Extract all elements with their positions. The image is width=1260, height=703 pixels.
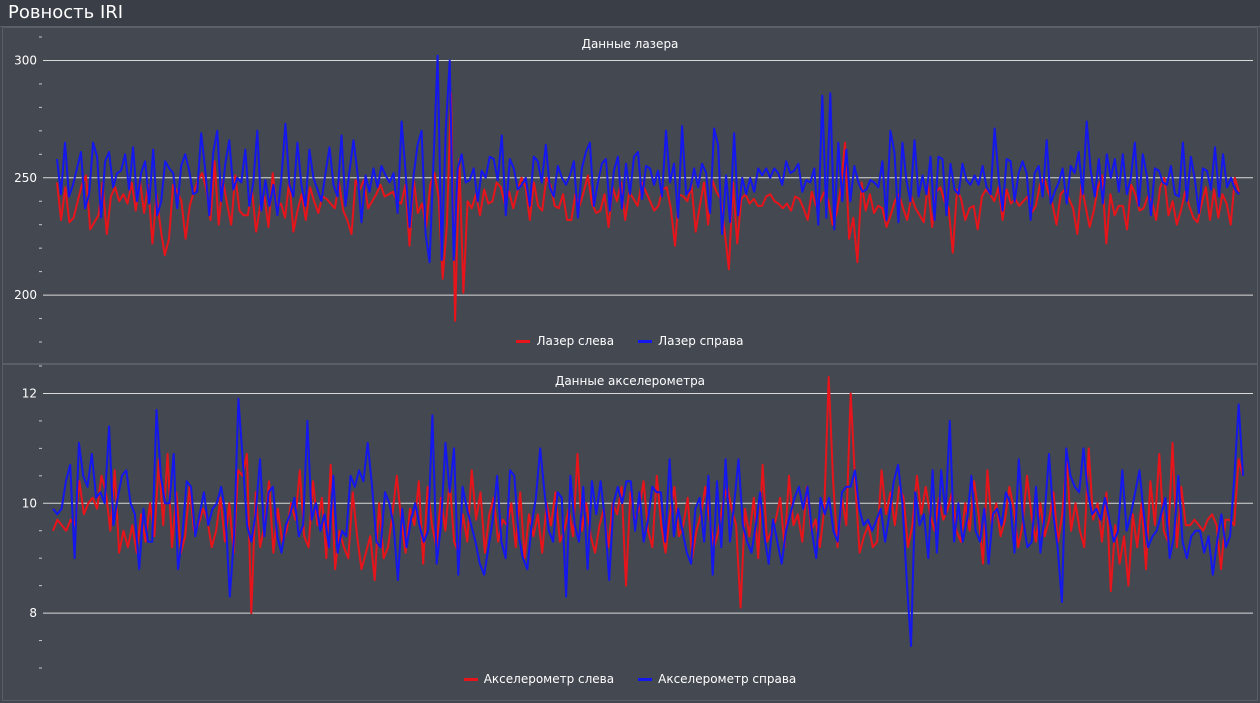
accelerometer-chart-panel: Данные акселерометра 8 10 12 Акселерометр … (2, 364, 1258, 701)
laser-chart-panel: Данные лазера 200 250 300 Лазер слева Лазе… (2, 27, 1258, 364)
chart-title: Данные лазера (581, 37, 679, 51)
legend-item: Лазер слева (516, 334, 614, 348)
chart-title: Данные акселерометра (554, 374, 706, 388)
legend-swatch (516, 339, 531, 343)
y-tick-label: 300 (14, 53, 37, 67)
series-line-left (56, 92, 1240, 322)
legend-item: Акселерометр слева (463, 672, 615, 686)
legend-swatch (463, 677, 478, 681)
series-line-right (56, 54, 1240, 264)
series-line-right (52, 397, 1244, 647)
y-tick-label: 12 (22, 386, 37, 400)
y-tick-label: 10 (22, 496, 37, 510)
y-tick-label: 8 (29, 606, 37, 620)
legend-swatch (638, 677, 653, 681)
laser-chart-plot: 200 250 300 (14, 36, 1253, 343)
y-tick-label: 200 (14, 288, 37, 302)
legend-label: Акселерометр слева (483, 672, 615, 686)
laser-chart-legend: Лазер слева Лазер справа (3, 334, 1257, 348)
legend-item: Лазер справа (638, 334, 744, 348)
series-line-left (52, 376, 1244, 615)
legend-item: Акселерометр справа (638, 672, 796, 686)
accelerometer-chart-legend: Акселерометр слева Акселерометр справа (3, 672, 1257, 686)
title-bar: Ровность IRI (0, 0, 1260, 27)
accelerometer-chart-plot: 8 10 12 (22, 365, 1253, 669)
legend-label: Лазер справа (658, 334, 744, 348)
window-title: Ровность IRI (8, 2, 124, 23)
legend-swatch (638, 339, 653, 343)
y-tick-label: 250 (14, 171, 37, 185)
legend-label: Лазер слева (536, 334, 615, 348)
legend-label: Акселерометр справа (658, 672, 797, 686)
